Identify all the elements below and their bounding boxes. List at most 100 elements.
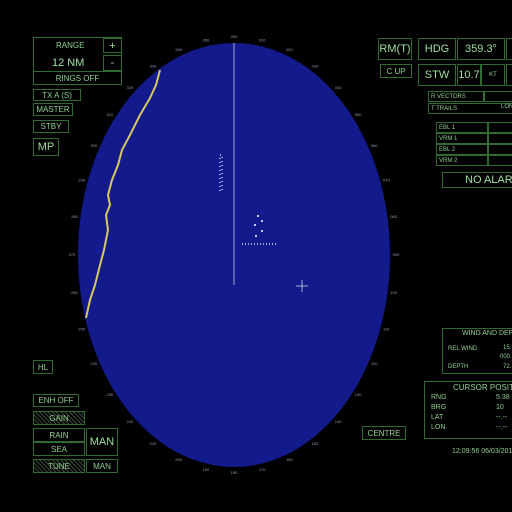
- bearing-label: 210: [150, 441, 157, 446]
- bearing-label: 310: [107, 112, 114, 117]
- cursor-title: CURSOR POSITION: [453, 383, 512, 392]
- cursor-label: LON: [431, 424, 446, 431]
- cursor-value: --.--: [496, 414, 508, 421]
- bearing-label: 170: [259, 467, 266, 472]
- tx-button[interactable]: TX A (S): [33, 89, 81, 101]
- cursor: [296, 280, 308, 292]
- ebl-vrm-label[interactable]: EBL 1: [436, 122, 488, 133]
- bearing-label: 150: [312, 441, 319, 446]
- cursor-value: 5.38: [496, 394, 510, 401]
- bearing-label: 080: [390, 214, 397, 219]
- bearing-label: 060: [371, 143, 378, 148]
- bearing-label: 180: [231, 470, 238, 475]
- stw-value: 10.7: [457, 64, 481, 86]
- trails-value: LON: [501, 104, 512, 110]
- hl-button[interactable]: HL: [33, 360, 53, 374]
- bearing-label: 020: [286, 47, 293, 52]
- bearing-label: 350: [203, 37, 210, 42]
- tune-button[interactable]: TUNE: [33, 459, 85, 473]
- bearing-label: 110: [383, 327, 390, 332]
- orientation-button[interactable]: C UP: [380, 64, 412, 78]
- stw-unit: KT: [481, 64, 505, 86]
- bearing-label: 100: [390, 290, 397, 295]
- bearing-label: 280: [71, 214, 78, 219]
- range-title: RANGE: [56, 41, 85, 50]
- clock: 12:09:56 06/03/2015: [452, 448, 512, 455]
- bearing-label: 300: [90, 143, 97, 148]
- bearing-label: 190: [203, 467, 210, 472]
- cursor-panel: [424, 381, 512, 439]
- bearing-label: 040: [335, 85, 342, 90]
- bearing-label: 070: [383, 178, 390, 183]
- cursor-label: RNG: [431, 394, 447, 401]
- rings-button[interactable]: RINGS OFF: [33, 71, 122, 85]
- bearing-label: 330: [150, 63, 157, 68]
- bearing-label: 030: [312, 63, 319, 68]
- wind-depth-title: WIND AND DEP: [462, 330, 512, 337]
- motion-mode[interactable]: RM(T): [378, 38, 412, 60]
- bearing-label: 240: [90, 361, 97, 366]
- vectors-label[interactable]: R VECTORS: [428, 91, 484, 102]
- cursor-value: --.--: [496, 424, 508, 431]
- stw-extra: [506, 64, 512, 86]
- sea-button[interactable]: SEA: [33, 442, 85, 456]
- range-plus[interactable]: +: [103, 38, 122, 53]
- bearing-label: 130: [355, 392, 362, 397]
- vectors-value: [484, 91, 512, 102]
- bearing-label: 050: [355, 112, 362, 117]
- bearing-label: 320: [127, 85, 134, 90]
- bearing-label: 010: [259, 37, 266, 42]
- ebl-vrm-value: [488, 133, 512, 144]
- ebl-vrm-value: [488, 122, 512, 133]
- bearing-label: 200: [175, 457, 182, 462]
- bearing-label: 260: [71, 290, 78, 295]
- targets: [219, 154, 276, 245]
- rel-wind-label: REL WIND: [448, 346, 478, 352]
- bearing-label: 230: [107, 392, 114, 397]
- hdg-value: 359.3°: [457, 38, 505, 60]
- centre-button[interactable]: CENTRE: [362, 426, 406, 440]
- stby-button[interactable]: STBY: [33, 120, 69, 133]
- ebl-vrm-value: [488, 144, 512, 155]
- hdg-extra: [506, 38, 512, 60]
- depth-label: DEPTH: [448, 364, 469, 370]
- cursor-label: LAT: [431, 414, 444, 421]
- hdg-label: HDG: [418, 38, 456, 60]
- bearing-label: 250: [78, 327, 85, 332]
- bearing-label: 140: [335, 419, 342, 424]
- rel-wind-value: 15.: [503, 345, 512, 351]
- ebl-vrm-value: [488, 155, 512, 166]
- wind-depth-panel: [442, 328, 512, 374]
- ebl-vrm-label[interactable]: VRM 1: [436, 133, 488, 144]
- cursor-value: 10: [496, 404, 504, 411]
- bearing-label: 090: [393, 252, 400, 257]
- range-minus[interactable]: -: [103, 55, 122, 71]
- cursor-label: BRG: [431, 404, 447, 411]
- bearing-label: 120: [371, 361, 378, 366]
- trails-label[interactable]: T TRAILS: [428, 103, 512, 114]
- master-button[interactable]: MASTER: [33, 103, 73, 116]
- rain-sea-mode[interactable]: MAN: [86, 428, 118, 456]
- bearing-scale: 000 010 020 030 040 050 060 070 080 090 100 110 120 1…: [69, 34, 400, 475]
- bearing-label: 340: [175, 47, 182, 52]
- rel-wind-dir: 000.: [500, 354, 512, 360]
- alarm-status: NO ALARM: [442, 172, 512, 188]
- stw-label: STW: [418, 64, 456, 86]
- bearing-label: 270: [69, 252, 76, 257]
- rain-button[interactable]: RAIN: [33, 428, 85, 442]
- tune-mode[interactable]: MAN: [86, 459, 118, 473]
- bearing-label: 000: [231, 34, 238, 39]
- ebl-vrm-label[interactable]: EBL 2: [436, 144, 488, 155]
- range-value: 12 NM: [52, 57, 85, 69]
- bearing-label: 220: [127, 419, 134, 424]
- bearing-label: 290: [78, 178, 85, 183]
- coastline: [85, 69, 161, 319]
- enh-button[interactable]: ENH OFF: [33, 394, 79, 407]
- depth-value: 72.: [503, 364, 512, 370]
- ebl-vrm-label[interactable]: VRM 2: [436, 155, 488, 166]
- mp-button[interactable]: MP: [33, 138, 59, 156]
- gain-button[interactable]: GAIN: [33, 411, 85, 425]
- bearing-label: 160: [286, 457, 293, 462]
